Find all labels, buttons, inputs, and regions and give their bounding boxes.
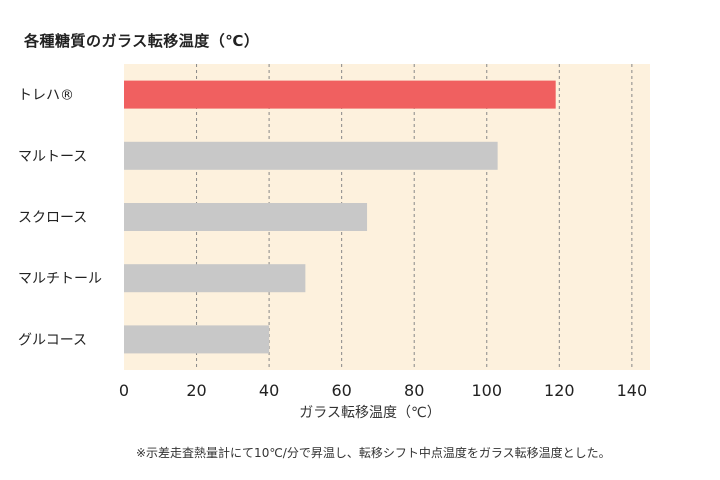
chart-title: 各種糖質のガラス転移温度（℃）: [24, 32, 260, 50]
category-label: マルトース: [18, 149, 87, 165]
x-tick-label: 100: [471, 381, 502, 400]
bar-4: [124, 325, 270, 354]
bar-1: [124, 141, 498, 170]
x-tick-label: 20: [186, 381, 206, 400]
bar-0: [124, 80, 556, 109]
x-tick-label: 60: [331, 381, 351, 400]
x-tick-label: 80: [404, 381, 424, 400]
x-axis-label: ガラス転移温度（℃）: [299, 405, 441, 421]
footnote: ※示差走査熱量計にて10℃/分で昇温し、転移シフト中点温度をガラス転移温度とした…: [136, 446, 611, 460]
category-label: マルチトール: [18, 271, 102, 287]
category-label: トレハ®: [18, 88, 74, 104]
bar-3: [124, 264, 306, 293]
x-tick-label: 140: [617, 381, 648, 400]
bar-2: [124, 203, 368, 231]
category-label: スクロース: [18, 210, 87, 226]
category-label: グルコース: [18, 332, 87, 348]
x-tick-label: 40: [259, 381, 279, 400]
x-tick-label: 0: [119, 381, 129, 400]
x-tick-label: 120: [544, 381, 575, 400]
